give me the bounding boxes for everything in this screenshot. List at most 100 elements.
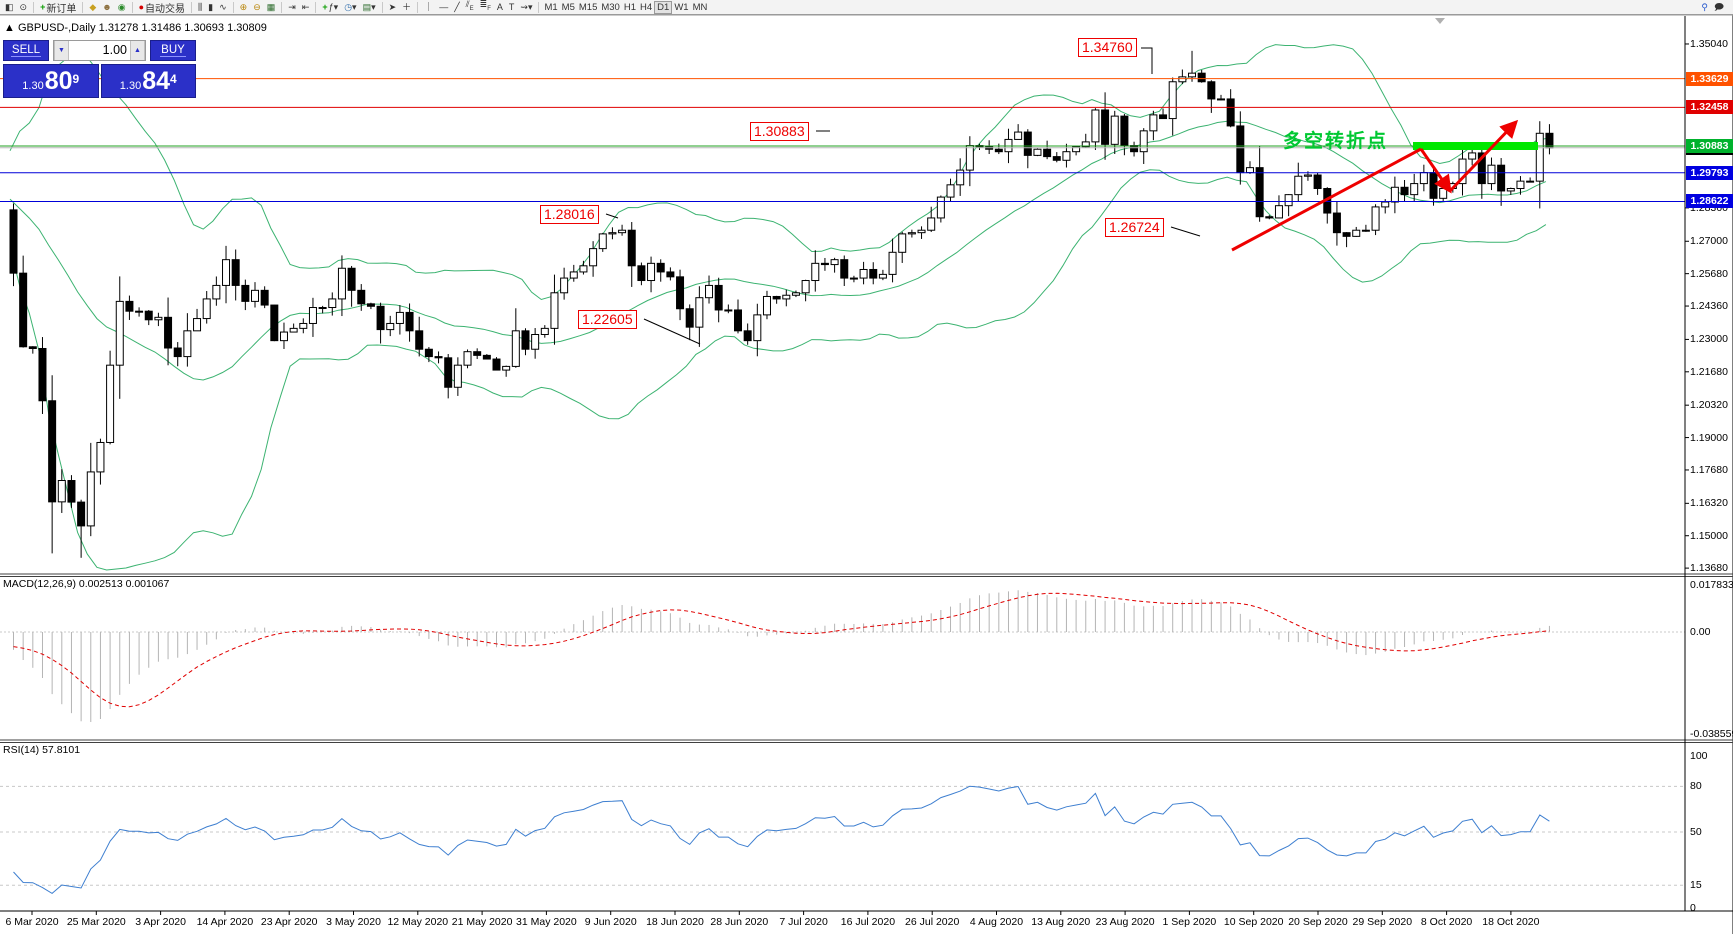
price-tick-label: 1.27000 (1690, 235, 1728, 248)
candle-body (1178, 76, 1187, 83)
candle-body (1526, 180, 1535, 183)
trendline-button[interactable]: ╱ (454, 1, 460, 12)
buy-button[interactable]: BUY (150, 40, 196, 61)
tf-m30[interactable]: M30 (601, 1, 620, 13)
trend-arrow (1231, 147, 1422, 252)
auto-trading-button[interactable]: ● 自动交易 (138, 1, 186, 15)
candle-body (1130, 145, 1139, 153)
tf-m15[interactable]: M15 (578, 1, 598, 13)
quote-symbol: GBPUSD-,Daily (17, 22, 96, 34)
price-annotation[interactable]: 1.30883 (750, 122, 809, 141)
tf-d1[interactable]: D1 (654, 0, 673, 14)
candlestick-chart-button[interactable]: ▮ (208, 1, 214, 12)
sell-price-small: 1.30 (22, 80, 44, 92)
styles-button[interactable]: ◆ (89, 1, 97, 12)
candle-body (415, 330, 424, 350)
candle-body (676, 276, 685, 310)
price-tick-label: 1.21680 (1690, 365, 1728, 378)
periods-button[interactable]: ◷ ▾ (344, 1, 357, 12)
signals-button[interactable]: ◉ (117, 1, 126, 12)
candle-body (1352, 229, 1361, 237)
line-chart-button[interactable]: ∿ (219, 1, 227, 12)
candle-body (511, 330, 520, 367)
chat-button[interactable]: 🗩 (1714, 1, 1724, 12)
date-label: 16 Jul 2020 (840, 916, 896, 928)
candle-body (444, 357, 453, 388)
tile-windows-button[interactable]: ▦ (266, 1, 276, 12)
zoom-out-button[interactable]: ⊖ (253, 1, 261, 12)
indicators-button[interactable]: + ƒ ▾ (322, 1, 339, 12)
search-button[interactable]: ⚲ (1701, 1, 1708, 12)
price-annotation[interactable]: 1.22605 (578, 310, 637, 329)
buy-price-button[interactable]: 1.30 84 4 (100, 64, 196, 98)
date-label: 10 Sep 2020 (1223, 916, 1284, 928)
chart-shift-button[interactable]: ⇤ (301, 1, 310, 12)
sell-price-button[interactable]: 1.30 80 9 (3, 64, 99, 98)
text-label-button[interactable]: T (508, 1, 515, 12)
candle-body (1381, 201, 1390, 208)
tf-m5[interactable]: M5 (561, 1, 575, 13)
annotation-pointer (1141, 47, 1153, 74)
candle-body (1265, 216, 1274, 219)
rsi-tick-label: 0 (1690, 902, 1696, 914)
date-label: 14 Apr 2020 (196, 916, 254, 928)
zoom-in-button[interactable]: ⊕ (239, 1, 248, 12)
profiles-button[interactable]: ☻ (102, 1, 112, 12)
equidistant-channel-button[interactable]: ⫽E (465, 0, 474, 12)
auto-scroll-button[interactable]: ⇥ (288, 1, 296, 12)
templates-button[interactable]: ▤ ▾ (362, 1, 376, 12)
rsi-tick-label: 15 (1690, 879, 1702, 892)
candle-body (1487, 164, 1496, 185)
candle-body (550, 292, 559, 329)
vertical-line-button[interactable]: ｜ (424, 1, 434, 12)
candle-body (289, 327, 298, 333)
candle-body (1043, 148, 1052, 158)
text-button[interactable]: A (496, 1, 503, 12)
candle-body (463, 351, 472, 366)
candle-body (647, 262, 656, 282)
tf-h1[interactable]: H1 (623, 1, 636, 13)
new-chart-button[interactable]: ◧ (5, 1, 14, 12)
volume-increase-button[interactable]: ▲ (130, 41, 145, 60)
chart-shift-marker (1435, 18, 1445, 24)
candle-body (231, 259, 240, 286)
fibonacci-button[interactable]: ≣F (479, 0, 491, 12)
cursor-button[interactable]: ➤ (388, 1, 397, 12)
market-watch-button[interactable]: ⊙ (19, 1, 28, 12)
price-tick-label: 1.25680 (1690, 267, 1728, 280)
rsi-line (13, 785, 1550, 895)
volume-decrease-button[interactable]: ▼ (54, 41, 69, 60)
tf-w1[interactable]: W1 (674, 1, 689, 13)
price-annotation[interactable]: 1.34760 (1078, 38, 1137, 57)
candle-body (869, 268, 878, 279)
quote-line: ▲ GBPUSD-,Daily 1.31278 1.31486 1.30693 … (4, 22, 267, 34)
date-label: 31 May 2020 (516, 916, 577, 928)
pivot-point-text[interactable]: 多空转折点 (1283, 131, 1389, 152)
tf-h4[interactable]: H4 (640, 1, 653, 13)
buy-price-small: 1.30 (119, 80, 142, 92)
candle-body (956, 169, 965, 186)
candle-body (1139, 130, 1148, 153)
arrows-button[interactable]: ⇝ ▾ (520, 1, 533, 12)
bar-chart-button[interactable]: ⫼ (198, 1, 203, 12)
tf-m1[interactable]: M1 (544, 1, 558, 13)
price-tick-label: 1.16320 (1690, 497, 1728, 510)
new-order-button[interactable]: + 新订单 (40, 1, 77, 15)
crosshair-button[interactable]: ＋ (402, 1, 412, 12)
price-tick-label: 1.15000 (1690, 529, 1728, 542)
candle-body (907, 232, 916, 235)
horizontal-line-button[interactable]: — (439, 1, 449, 12)
volume-value[interactable]: 1.00 (102, 43, 127, 57)
date-label: 28 Jun 2020 (710, 916, 769, 928)
candle-body (19, 272, 28, 348)
tf-mn[interactable]: MN (692, 1, 708, 13)
candle-body (1419, 172, 1428, 185)
candle-body (347, 267, 356, 291)
candle-body (521, 330, 530, 350)
price-annotation[interactable]: 1.28016 (540, 205, 599, 224)
sell-button[interactable]: SELL (3, 40, 49, 61)
price-annotation[interactable]: 1.26724 (1105, 218, 1164, 237)
candle-body (540, 327, 549, 336)
candle-body (38, 347, 47, 402)
